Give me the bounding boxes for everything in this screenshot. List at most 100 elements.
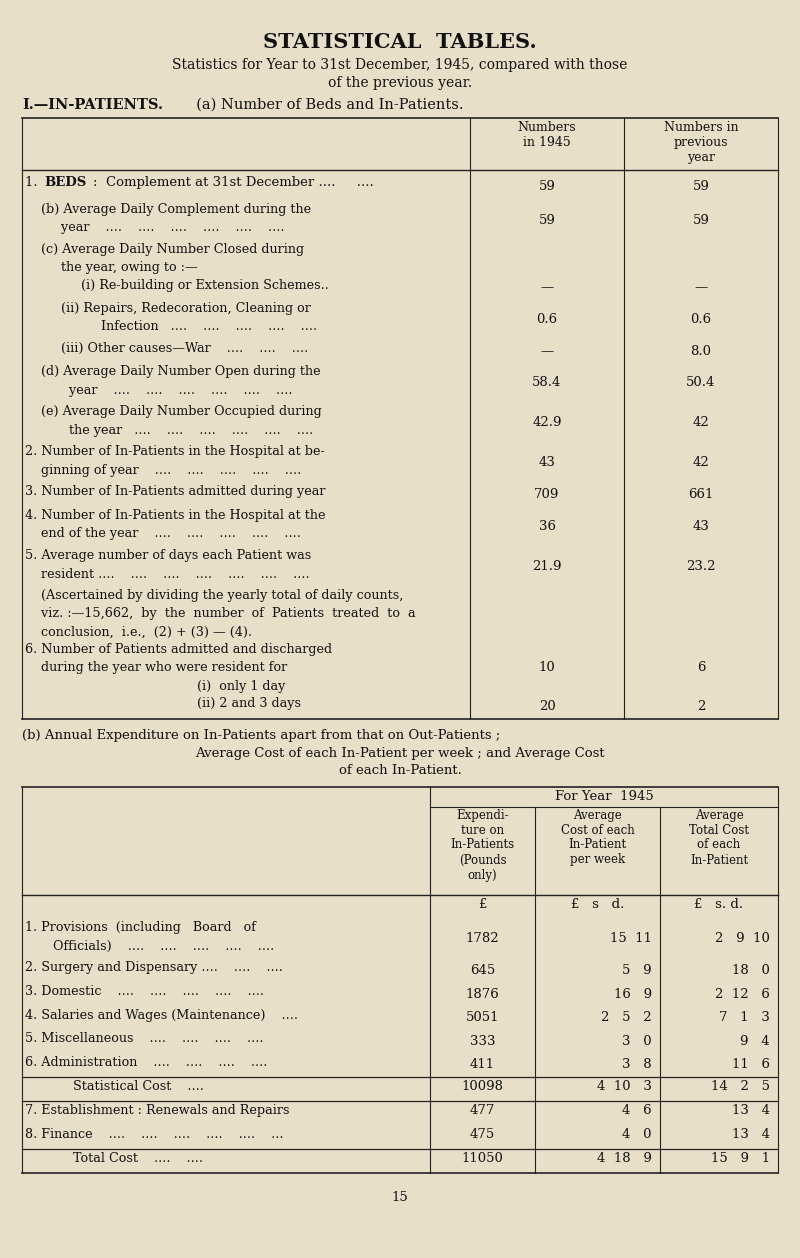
Text: 6. Administration    ....    ....    ....    ....: 6. Administration .... .... .... .... [25, 1055, 267, 1068]
Text: 2: 2 [697, 699, 705, 713]
Text: (c) Average Daily Number Closed during: (c) Average Daily Number Closed during [25, 243, 304, 255]
Text: 3   8: 3 8 [622, 1058, 652, 1072]
Text: (b) Average Daily Complement during the: (b) Average Daily Complement during the [25, 203, 311, 215]
Text: 5051: 5051 [466, 1011, 499, 1024]
Text: during the year who were resident for: during the year who were resident for [25, 662, 287, 674]
Text: 3   0: 3 0 [622, 1035, 652, 1048]
Text: 1.: 1. [25, 176, 42, 189]
Text: 15  11: 15 11 [610, 932, 652, 946]
Text: 2. Surgery and Dispensary ....    ....    ....: 2. Surgery and Dispensary .... .... .... [25, 961, 283, 975]
Text: I.—IN-PATIENTS.: I.—IN-PATIENTS. [22, 98, 163, 112]
Text: 10: 10 [538, 660, 555, 674]
Text: 59: 59 [538, 214, 555, 226]
Text: 5. Average number of days each Patient was: 5. Average number of days each Patient w… [25, 548, 311, 562]
Text: 36: 36 [538, 520, 555, 533]
Text: 2. Number of In-Patients in the Hospital at be-: 2. Number of In-Patients in the Hospital… [25, 445, 325, 458]
Text: (ii) 2 and 3 days: (ii) 2 and 3 days [25, 697, 301, 710]
Text: resident ....    ....    ....    ....    ....    ....    ....: resident .... .... .... .... .... .... .… [25, 567, 310, 580]
Text: of each In-Patient.: of each In-Patient. [338, 765, 462, 777]
Text: 661: 661 [688, 488, 714, 501]
Text: 8.0: 8.0 [690, 345, 711, 357]
Text: year    ....    ....    ....    ....    ....    ....: year .... .... .... .... .... .... [25, 384, 293, 398]
Text: 4   0: 4 0 [622, 1128, 652, 1141]
Text: Statistics for Year to 31st December, 1945, compared with those: Statistics for Year to 31st December, 19… [172, 58, 628, 72]
Text: 59: 59 [538, 180, 555, 194]
Text: 475: 475 [470, 1128, 495, 1141]
Text: 23.2: 23.2 [686, 560, 716, 572]
Text: 7   1   3: 7 1 3 [719, 1011, 770, 1024]
Text: 10098: 10098 [462, 1081, 503, 1093]
Text: 0.6: 0.6 [537, 313, 558, 326]
Text: 2  12   6: 2 12 6 [715, 988, 770, 1001]
Text: Total Cost    ....    ....: Total Cost .... .... [25, 1152, 203, 1165]
Text: 20: 20 [538, 699, 555, 713]
Text: (iii) Other causes—War    ....    ....    ....: (iii) Other causes—War .... .... .... [25, 342, 308, 355]
Text: Expendi-
ture on
In-Patients
(Pounds
only): Expendi- ture on In-Patients (Pounds onl… [450, 809, 514, 882]
Text: Average Cost of each In-Patient per week ; and Average Cost: Average Cost of each In-Patient per week… [195, 746, 605, 760]
Text: 6. Number of Patients admitted and discharged: 6. Number of Patients admitted and disch… [25, 643, 332, 655]
Text: 4  18   9: 4 18 9 [597, 1152, 652, 1165]
Text: 16   9: 16 9 [614, 988, 652, 1001]
Text: 42: 42 [693, 457, 710, 469]
Text: 59: 59 [693, 214, 710, 226]
Text: 645: 645 [470, 964, 495, 977]
Text: (d) Average Daily Number Open during the: (d) Average Daily Number Open during the [25, 366, 321, 379]
Text: 2   9  10: 2 9 10 [715, 932, 770, 946]
Text: 4. Salaries and Wages (Maintenance)    ....: 4. Salaries and Wages (Maintenance) .... [25, 1009, 298, 1021]
Text: 43: 43 [693, 520, 710, 533]
Text: (a) Number of Beds and In-Patients.: (a) Number of Beds and In-Patients. [187, 98, 463, 112]
Text: 7. Establishment : Renewals and Repairs: 7. Establishment : Renewals and Repairs [25, 1105, 290, 1117]
Text: 2   5   2: 2 5 2 [602, 1011, 652, 1024]
Text: 477: 477 [470, 1105, 495, 1117]
Text: Average
Total Cost
of each
In-Patient: Average Total Cost of each In-Patient [689, 809, 749, 867]
Text: 42.9: 42.9 [532, 416, 562, 429]
Text: 6: 6 [697, 660, 706, 674]
Text: Numbers in
previous
year: Numbers in previous year [664, 121, 738, 164]
Text: £: £ [478, 897, 486, 911]
Text: viz. :—15,662,  by  the  number  of  Patients  treated  to  a: viz. :—15,662, by the number of Patients… [25, 608, 416, 620]
Text: 11050: 11050 [462, 1152, 503, 1165]
Text: 15: 15 [392, 1191, 408, 1204]
Text: 42: 42 [693, 416, 710, 429]
Text: For Year  1945: For Year 1945 [554, 790, 654, 803]
Text: 18   0: 18 0 [732, 964, 770, 977]
Text: (b) Annual Expenditure on In-Patients apart from that on Out-Patients ;: (b) Annual Expenditure on In-Patients ap… [22, 728, 500, 741]
Text: 59: 59 [693, 180, 710, 194]
Text: (e) Average Daily Number Occupied during: (e) Average Daily Number Occupied during [25, 405, 322, 419]
Text: —: — [694, 282, 708, 294]
Text: 11   6: 11 6 [732, 1058, 770, 1072]
Text: end of the year    ....    ....    ....    ....    ....: end of the year .... .... .... .... .... [25, 527, 301, 541]
Text: Average
Cost of each
In-Patient
per week: Average Cost of each In-Patient per week [561, 809, 634, 867]
Text: Statistical Cost    ....: Statistical Cost .... [25, 1081, 204, 1093]
Text: STATISTICAL  TABLES.: STATISTICAL TABLES. [263, 31, 537, 52]
Text: £   s. d.: £ s. d. [694, 897, 743, 911]
Text: —: — [540, 345, 554, 357]
Text: conclusion,  i.e.,  (2) + (3) — (4).: conclusion, i.e., (2) + (3) — (4). [25, 626, 252, 639]
Text: year    ....    ....    ....    ....    ....    ....: year .... .... .... .... .... .... [25, 221, 285, 234]
Text: Infection   ....    ....    ....    ....    ....: Infection .... .... .... .... .... [25, 321, 317, 333]
Text: 3. Number of In-Patients admitted during year: 3. Number of In-Patients admitted during… [25, 486, 326, 498]
Text: (i)  only 1 day: (i) only 1 day [25, 681, 286, 693]
Text: :  Complement at 31st December ....     ....: : Complement at 31st December .... .... [93, 176, 374, 189]
Text: 50.4: 50.4 [686, 376, 716, 390]
Text: the year   ....    ....    ....    ....    ....    ....: the year .... .... .... .... .... .... [25, 424, 314, 437]
Text: Officials)    ....    ....    ....    ....    ....: Officials) .... .... .... .... .... [25, 940, 274, 954]
Text: 5   9: 5 9 [622, 964, 652, 977]
Text: ginning of year    ....    ....    ....    ....    ....: ginning of year .... .... .... .... .... [25, 464, 302, 477]
Text: 333: 333 [470, 1035, 495, 1048]
Text: (Ascertained by dividing the yearly total of daily counts,: (Ascertained by dividing the yearly tota… [25, 589, 403, 603]
Text: 8. Finance    ....    ....    ....    ....    ....    ...: 8. Finance .... .... .... .... .... ... [25, 1128, 283, 1141]
Text: 5. Miscellaneous    ....    ....    ....    ....: 5. Miscellaneous .... .... .... .... [25, 1032, 263, 1045]
Text: the year, owing to :—: the year, owing to :— [25, 260, 198, 274]
Text: 0.6: 0.6 [690, 313, 711, 326]
Text: 14   2   5: 14 2 5 [711, 1081, 770, 1093]
Text: (i) Re-building or Extension Schemes..: (i) Re-building or Extension Schemes.. [25, 278, 329, 292]
Text: of the previous year.: of the previous year. [328, 75, 472, 91]
Text: 4   6: 4 6 [622, 1105, 652, 1117]
Text: £   s   d.: £ s d. [571, 897, 624, 911]
Text: 13   4: 13 4 [732, 1128, 770, 1141]
Text: 21.9: 21.9 [532, 560, 562, 572]
Text: Numbers
in 1945: Numbers in 1945 [518, 121, 576, 148]
Text: 1. Provisions  (including   Board   of: 1. Provisions (including Board of [25, 922, 256, 935]
Text: 3. Domestic    ....    ....    ....    ....    ....: 3. Domestic .... .... .... .... .... [25, 985, 264, 998]
